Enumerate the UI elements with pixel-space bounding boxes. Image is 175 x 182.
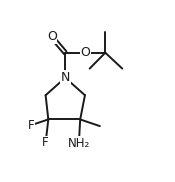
Text: O: O bbox=[81, 46, 90, 59]
Text: N: N bbox=[61, 71, 70, 84]
Text: F: F bbox=[27, 119, 34, 132]
Text: F: F bbox=[42, 136, 49, 149]
Text: NH₂: NH₂ bbox=[68, 137, 90, 150]
Text: O: O bbox=[47, 30, 57, 43]
